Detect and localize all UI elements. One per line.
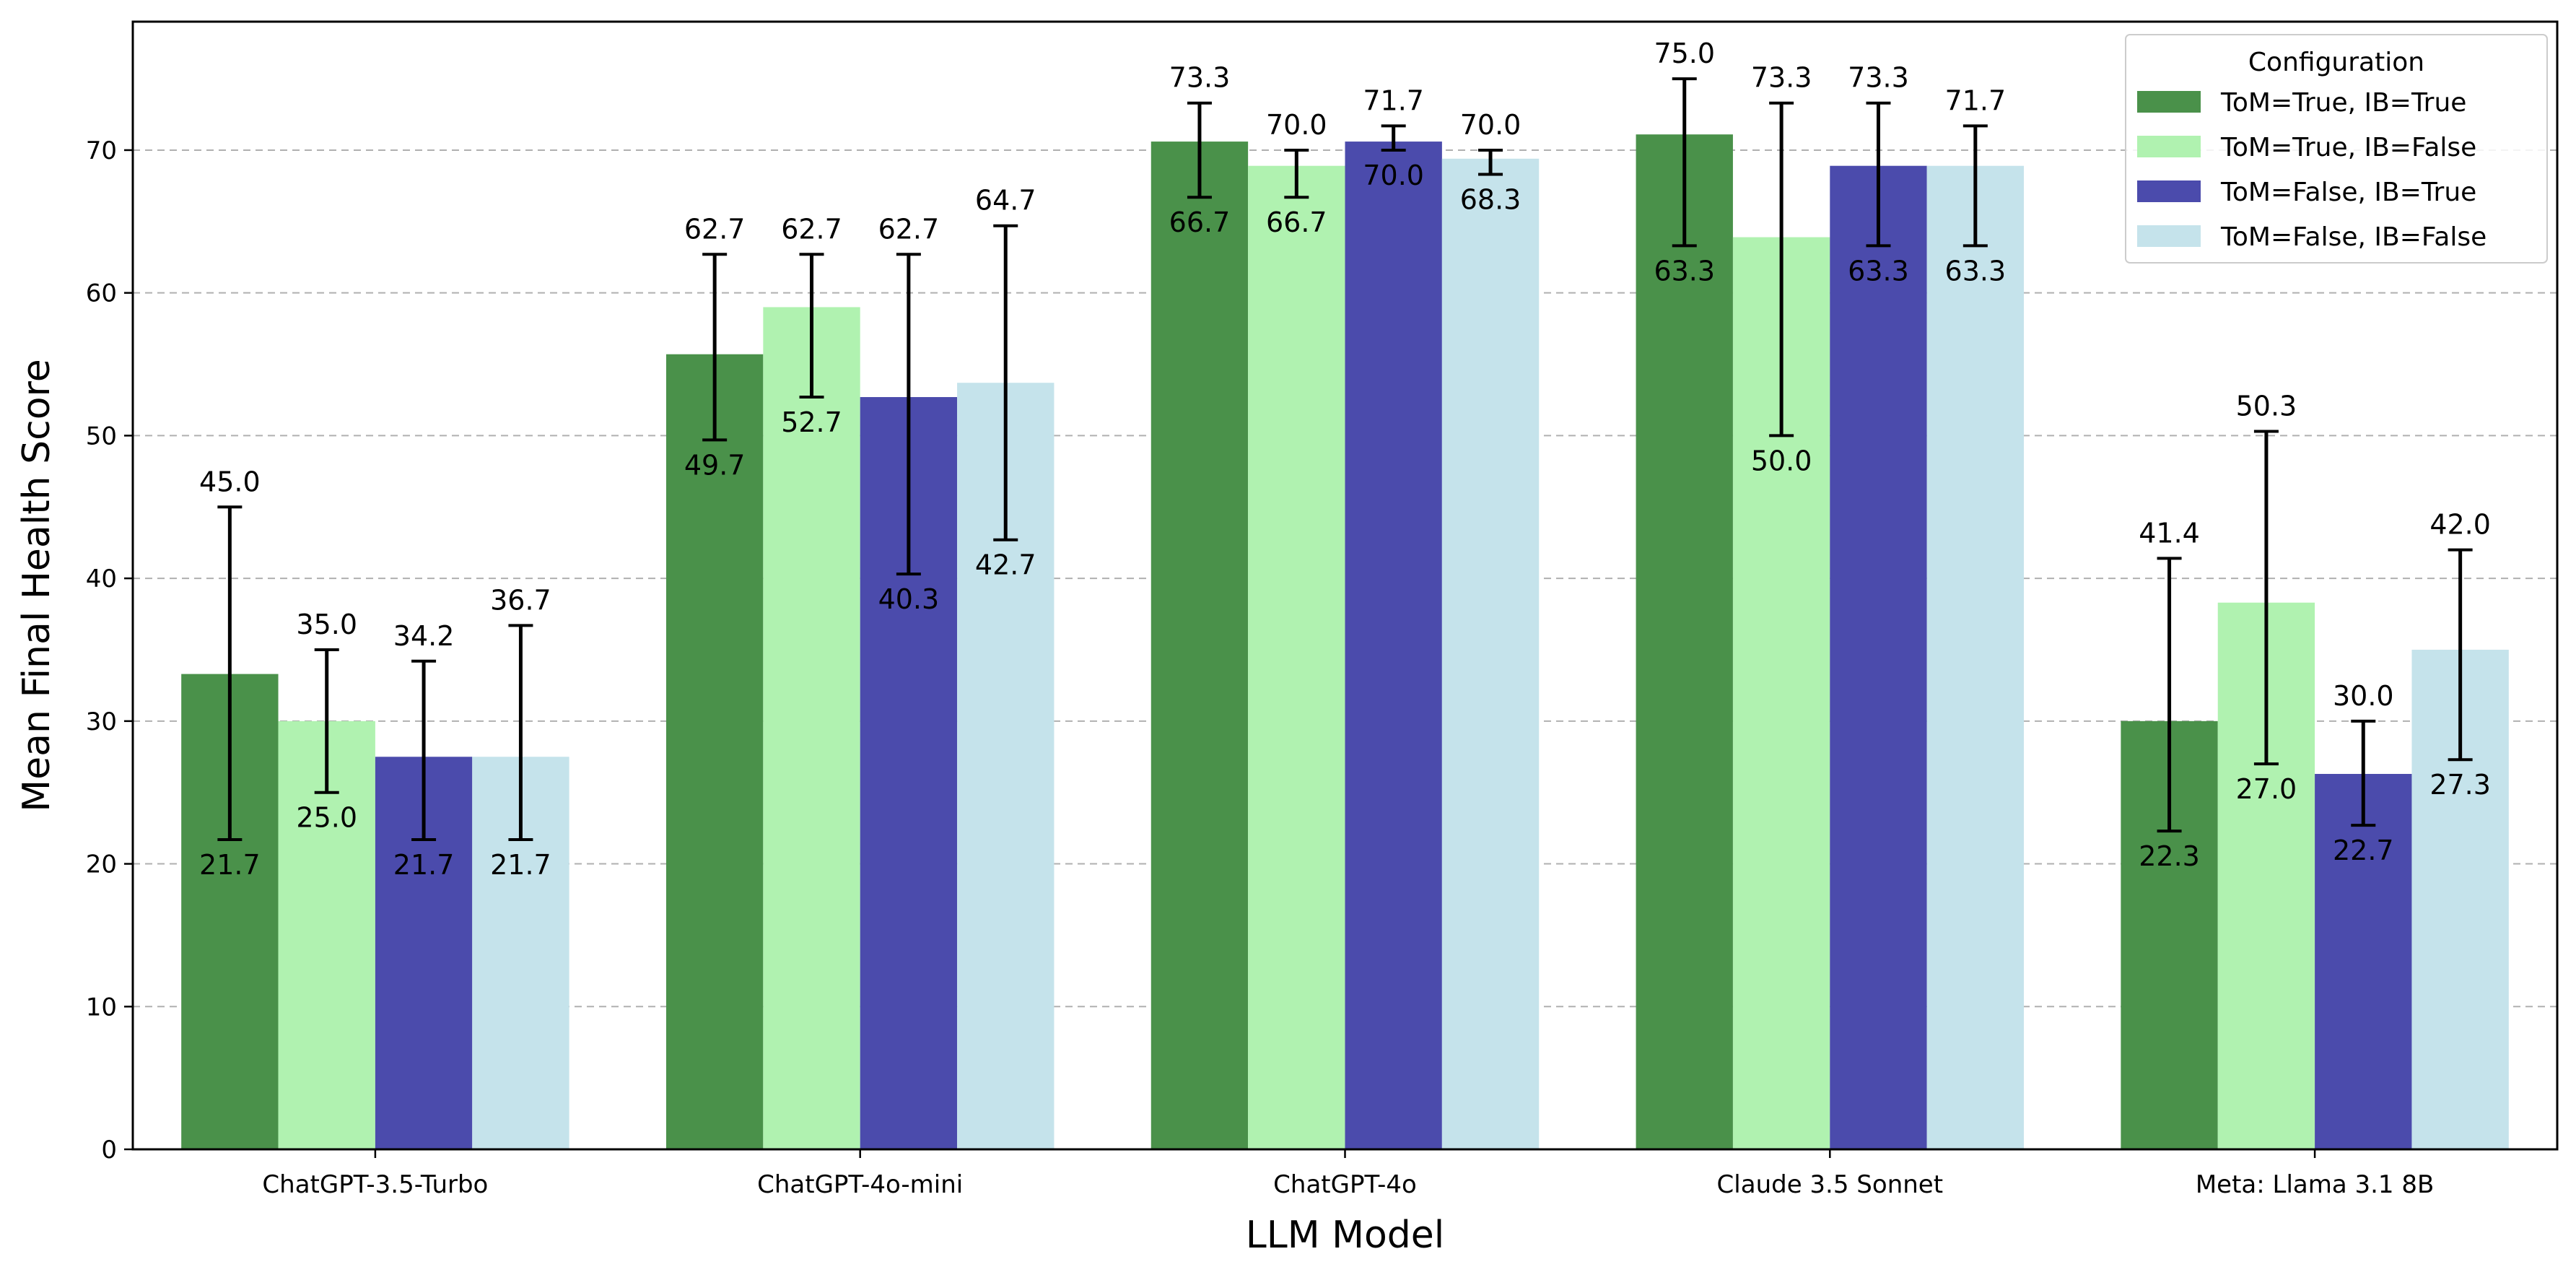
lower-value-label: 49.7 [684,449,746,481]
legend-swatch [2137,136,2201,157]
lower-value-label: 21.7 [199,849,261,881]
upper-value-label: 41.4 [2139,517,2200,549]
upper-value-label: 62.7 [684,213,746,245]
upper-value-label: 73.3 [1848,62,1909,94]
legend-label: ToM=False, IB=True [2220,178,2476,207]
lower-value-label: 63.3 [1945,255,2007,287]
upper-value-label: 73.3 [1169,62,1231,94]
axes: 0 10 20 30 40 50 60 70 ChatGPT-3.5-Turbo ChatGPT-… [86,136,2435,1199]
y-tick-label: 70 [86,136,117,165]
y-tick-label: 30 [86,708,117,736]
bar [1636,134,1733,1150]
lower-value-label: 68.3 [1460,184,1521,216]
lower-value-label: 21.7 [490,849,551,881]
lower-value-label: 50.0 [1751,445,1812,476]
upper-value-label: 50.3 [2236,390,2297,422]
upper-value-label: 70.0 [1460,109,1521,141]
x-tick-label: Claude 3.5 Sonnet [1717,1170,1944,1199]
data-labels: 45.0 21.7 35.0 25.0 34.2 21.7 36.7 21.7 62.7 49.7… [199,38,2491,881]
bar [1345,142,1442,1150]
lower-value-label: 66.7 [1266,206,1327,238]
bar [1248,165,1345,1149]
legend-label: ToM=True, IB=False [2220,133,2476,162]
y-tick-label: 20 [86,850,117,879]
y-tick-label: 0 [101,1136,117,1164]
upper-value-label: 30.0 [2333,680,2394,712]
y-axis-title: Mean Final Health Score [15,359,58,812]
legend-label: ToM=False, IB=False [2220,222,2487,252]
upper-value-label: 62.7 [781,213,842,245]
bar [1441,158,1540,1150]
y-tick-label: 10 [86,993,117,1022]
upper-value-label: 70.0 [1266,109,1327,141]
legend-swatch [2137,225,2201,247]
error-bars [217,77,2473,841]
y-tick-label: 40 [86,565,117,593]
lower-value-label: 70.0 [1363,160,1424,191]
lower-value-label: 42.7 [975,549,1036,581]
bar [1926,165,2025,1149]
upper-value-label: 71.7 [1945,84,2007,116]
lower-value-label: 27.3 [2429,769,2491,801]
upper-value-label: 35.0 [296,609,357,640]
lower-value-label: 27.0 [2236,773,2297,805]
upper-value-label: 75.0 [1654,38,1715,69]
legend-swatch [2137,91,2201,113]
x-axis-title: LLM Model [1246,1214,1444,1257]
lower-value-label: 22.3 [2139,840,2200,872]
upper-value-label: 73.3 [1751,62,1812,94]
bar [763,307,860,1150]
upper-value-label: 62.7 [878,213,940,245]
lower-value-label: 63.3 [1654,255,1715,287]
x-tick-label: ChatGPT-4o-mini [757,1170,963,1199]
y-tick-label: 60 [86,279,117,308]
legend-swatch [2137,180,2201,202]
legend-label: ToM=True, IB=True [2220,88,2466,118]
bars [181,134,2509,1150]
legend-box [2125,34,2548,264]
legend-title: Configuration [2248,48,2424,77]
lower-value-label: 25.0 [296,802,357,834]
bar [665,354,764,1149]
bar [1830,165,1927,1149]
bar [2315,773,2412,1149]
lower-value-label: 66.7 [1169,206,1231,238]
lower-value-label: 52.7 [781,406,842,438]
x-tick-label: Meta: Llama 3.1 8B [2196,1170,2435,1199]
y-tick-label: 50 [86,422,117,450]
lower-value-label: 40.3 [878,583,940,615]
legend: Configuration ToM=True, IB=True ToM=True,… [2125,34,2548,264]
x-tick-label: ChatGPT-4o [1273,1170,1417,1199]
bar [1151,142,1249,1150]
upper-value-label: 36.7 [490,584,551,616]
upper-value-label: 71.7 [1363,84,1424,116]
lower-value-label: 21.7 [393,849,455,881]
x-tick-label: ChatGPT-3.5-Turbo [262,1170,488,1199]
upper-value-label: 42.0 [2429,509,2491,541]
upper-value-label: 64.7 [975,185,1036,217]
lower-value-label: 22.7 [2333,835,2394,866]
upper-value-label: 45.0 [199,466,261,497]
upper-value-label: 34.2 [393,620,455,652]
lower-value-label: 63.3 [1848,255,1909,287]
